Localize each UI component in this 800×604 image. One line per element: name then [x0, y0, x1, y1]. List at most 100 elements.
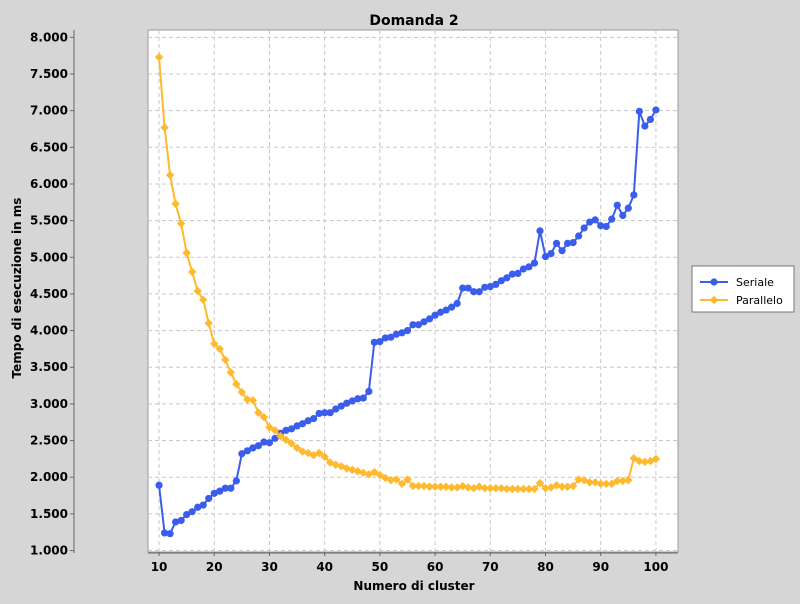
y-axis-label: Tempo di esecuzione in ms [10, 198, 24, 379]
data-point-seriale [216, 487, 224, 495]
legend-label: Seriale [736, 276, 774, 289]
series-group [154, 52, 661, 538]
data-point-seriale [580, 224, 588, 232]
legend-box [691, 265, 795, 313]
data-point-seriale [613, 201, 621, 209]
data-point-parallelo [248, 396, 258, 405]
data-point-seriale [260, 438, 268, 446]
data-point-parallelo [165, 170, 175, 180]
legend: Seriale Parallelo [691, 265, 795, 313]
data-point-parallelo [486, 484, 495, 493]
data-point-seriale [265, 439, 274, 447]
data-point-seriale [608, 215, 616, 223]
data-point-seriale [321, 409, 329, 417]
data-point-parallelo [546, 483, 556, 492]
data-point-parallelo [502, 484, 512, 494]
grid-lines [148, 30, 678, 552]
data-point-seriale [525, 263, 533, 271]
data-point-seriale [547, 250, 555, 258]
y-tick-label: 7.000 [30, 104, 68, 118]
y-tick-label: 3.000 [30, 397, 68, 411]
data-point-parallelo [613, 476, 622, 486]
data-point-seriale [541, 252, 550, 261]
data-point-seriale [453, 299, 461, 308]
data-point-parallelo [281, 435, 291, 445]
data-point-seriale [646, 115, 654, 124]
x-tick-label: 100 [643, 560, 668, 574]
data-point-parallelo [408, 481, 418, 491]
data-point-parallelo [199, 295, 208, 304]
data-point-seriale [403, 326, 412, 335]
legend-marker-diamond [709, 295, 719, 305]
y-tick-label: 8.000 [30, 30, 68, 44]
data-point-seriale [359, 394, 367, 402]
data-point-seriale [232, 477, 240, 485]
data-point-parallelo [403, 475, 412, 484]
data-point-seriale [293, 422, 301, 430]
y-tick-label: 1.500 [30, 507, 68, 521]
data-point-parallelo [464, 483, 473, 492]
data-point-seriale [497, 277, 505, 285]
x-tick-label: 60 [427, 560, 444, 574]
data-point-seriale [354, 395, 362, 403]
data-point-seriale [503, 274, 511, 282]
data-point-seriale [437, 308, 445, 316]
data-point-parallelo [541, 484, 550, 493]
data-point-parallelo [176, 219, 186, 228]
data-point-parallelo [270, 426, 280, 435]
data-point-parallelo [568, 481, 578, 491]
data-point-parallelo [635, 456, 644, 466]
data-point-parallelo [508, 484, 517, 494]
plot-area [147, 29, 679, 553]
data-point-parallelo [160, 123, 169, 132]
data-point-parallelo [441, 482, 451, 491]
data-point-parallelo [430, 482, 440, 491]
data-point-parallelo [265, 423, 274, 432]
data-point-seriale [227, 484, 235, 492]
data-point-seriale [348, 397, 356, 405]
y-tick-label: 6.000 [30, 177, 68, 191]
data-point-parallelo [624, 475, 633, 485]
data-point-seriale [508, 270, 516, 278]
data-point-parallelo [480, 484, 489, 493]
data-point-parallelo [574, 475, 583, 484]
data-point-seriale [221, 484, 229, 492]
data-point-seriale [591, 216, 599, 224]
y-tick-label: 2.000 [30, 470, 68, 484]
data-point-seriale [392, 330, 401, 338]
legend-item-parallelo: Parallelo [700, 294, 783, 307]
data-point-parallelo [226, 368, 236, 377]
data-point-parallelo [414, 481, 423, 491]
data-point-seriale [315, 409, 323, 418]
data-point-parallelo [491, 484, 501, 493]
data-point-parallelo [171, 199, 180, 208]
data-point-parallelo [596, 479, 605, 489]
data-point-seriale [177, 516, 185, 525]
data-point-parallelo [425, 482, 434, 491]
data-point-parallelo [447, 483, 456, 492]
x-tick-label: 10 [151, 560, 168, 574]
chart-title: Domanda 2 [369, 13, 458, 29]
data-point-seriale [337, 402, 345, 410]
data-point-seriale [172, 518, 180, 526]
data-point-seriale [166, 530, 174, 538]
data-point-seriale [519, 265, 528, 273]
data-point-parallelo [585, 478, 594, 487]
data-point-parallelo [204, 319, 213, 328]
y-tick-label: 3.500 [30, 360, 68, 374]
data-point-seriale [298, 420, 307, 428]
data-point-seriale [448, 303, 456, 311]
data-point-parallelo [386, 475, 396, 485]
data-point-seriale [552, 239, 561, 247]
x-tick-label: 50 [372, 560, 389, 574]
data-point-seriale [282, 426, 290, 434]
data-point-parallelo [651, 454, 661, 464]
data-point-seriale [310, 414, 318, 423]
data-point-seriale [492, 280, 500, 289]
data-point-seriale [409, 321, 417, 329]
data-point-seriale [238, 450, 246, 458]
data-point-parallelo [436, 482, 445, 491]
data-point-parallelo [397, 479, 407, 489]
y-tick-label: 4.000 [30, 324, 68, 338]
